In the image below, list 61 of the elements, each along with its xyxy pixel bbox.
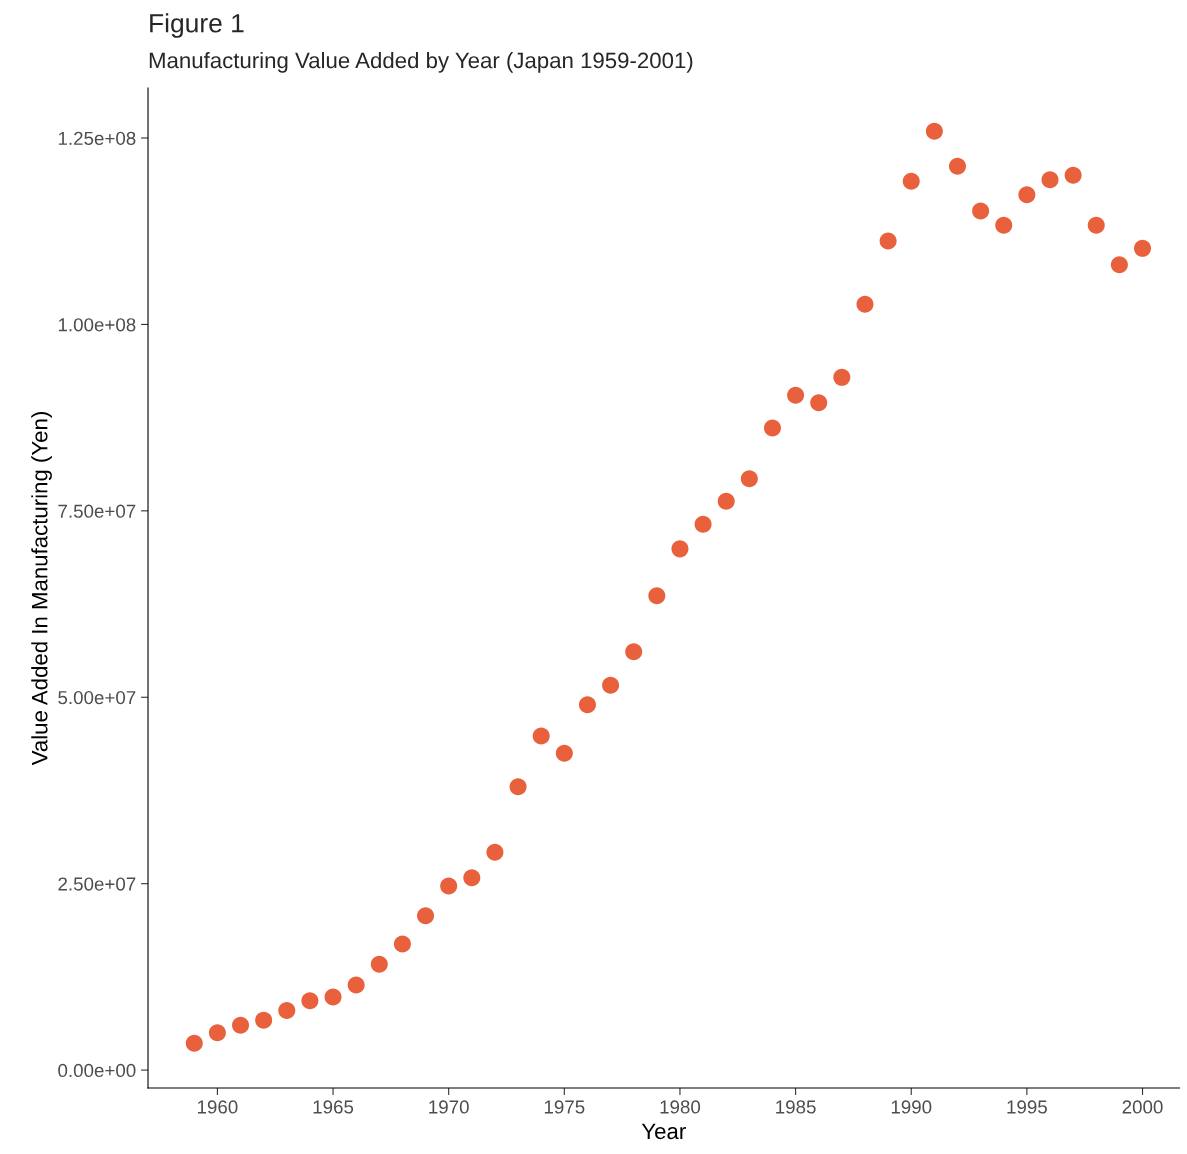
x-tick-label: 2000: [1122, 1100, 1163, 1114]
point: [1087, 216, 1105, 234]
point: [833, 368, 851, 386]
point: [578, 696, 596, 714]
point: [717, 492, 735, 510]
point: [671, 540, 689, 558]
point: [255, 1011, 273, 1029]
point: [393, 935, 411, 953]
y-tick-label: 1.00e+08: [58, 318, 136, 332]
point: [1041, 171, 1059, 189]
point: [370, 955, 388, 973]
point: [208, 1024, 226, 1042]
x-tick-label: 1965: [313, 1100, 354, 1114]
x-tick-label: 1970: [429, 1100, 469, 1114]
point: [602, 676, 620, 694]
chart-title: Figure 1: [150, 13, 244, 38]
point: [763, 419, 781, 437]
x-tick-label: 1980: [660, 1100, 701, 1114]
point: [463, 869, 481, 887]
point: [625, 643, 643, 661]
y-tick-label: 5.00e+07: [58, 690, 136, 705]
y-tick-label: 0.00e+00: [58, 1063, 136, 1078]
point: [879, 232, 897, 250]
point: [185, 1034, 203, 1052]
point: [948, 157, 966, 175]
point: [324, 988, 342, 1006]
chart-subtitle: Manufacturing Value Added by Year (Japan 1959-2001): [149, 51, 693, 73]
point: [1064, 166, 1082, 184]
point: [1134, 239, 1152, 257]
point: [555, 744, 573, 762]
point: [856, 295, 874, 313]
point: [278, 1001, 296, 1019]
point: [347, 976, 365, 994]
point: [1018, 186, 1036, 204]
y-axis-title: Value Added In Manufacturing (Yen): [31, 412, 52, 766]
y-tick-label: 2.50e+07: [58, 877, 136, 891]
point: [1110, 256, 1128, 274]
point: [486, 843, 504, 861]
point: [232, 1016, 250, 1034]
x-tick-label: 1960: [197, 1100, 238, 1114]
point: [440, 877, 458, 895]
point: [972, 202, 990, 220]
x-tick-label: 1975: [544, 1100, 585, 1114]
point: [740, 470, 758, 488]
point: [694, 515, 712, 533]
point: [648, 587, 666, 605]
y-tick-label: 1.25e+08: [58, 131, 136, 145]
x-tick-label: 1995: [1007, 1100, 1047, 1114]
point: [995, 216, 1013, 234]
point: [925, 122, 943, 140]
point: [417, 907, 435, 925]
x-tick-label: 1990: [891, 1100, 932, 1114]
point: [509, 778, 527, 796]
point: [902, 172, 920, 190]
y-tick-label: 7.50e+07: [58, 504, 136, 518]
x-tick-label: 1985: [776, 1100, 816, 1114]
point: [787, 386, 805, 404]
point: [301, 992, 319, 1010]
point: [532, 727, 550, 745]
point: [810, 394, 828, 412]
x-axis-title: Year: [641, 1123, 686, 1140]
